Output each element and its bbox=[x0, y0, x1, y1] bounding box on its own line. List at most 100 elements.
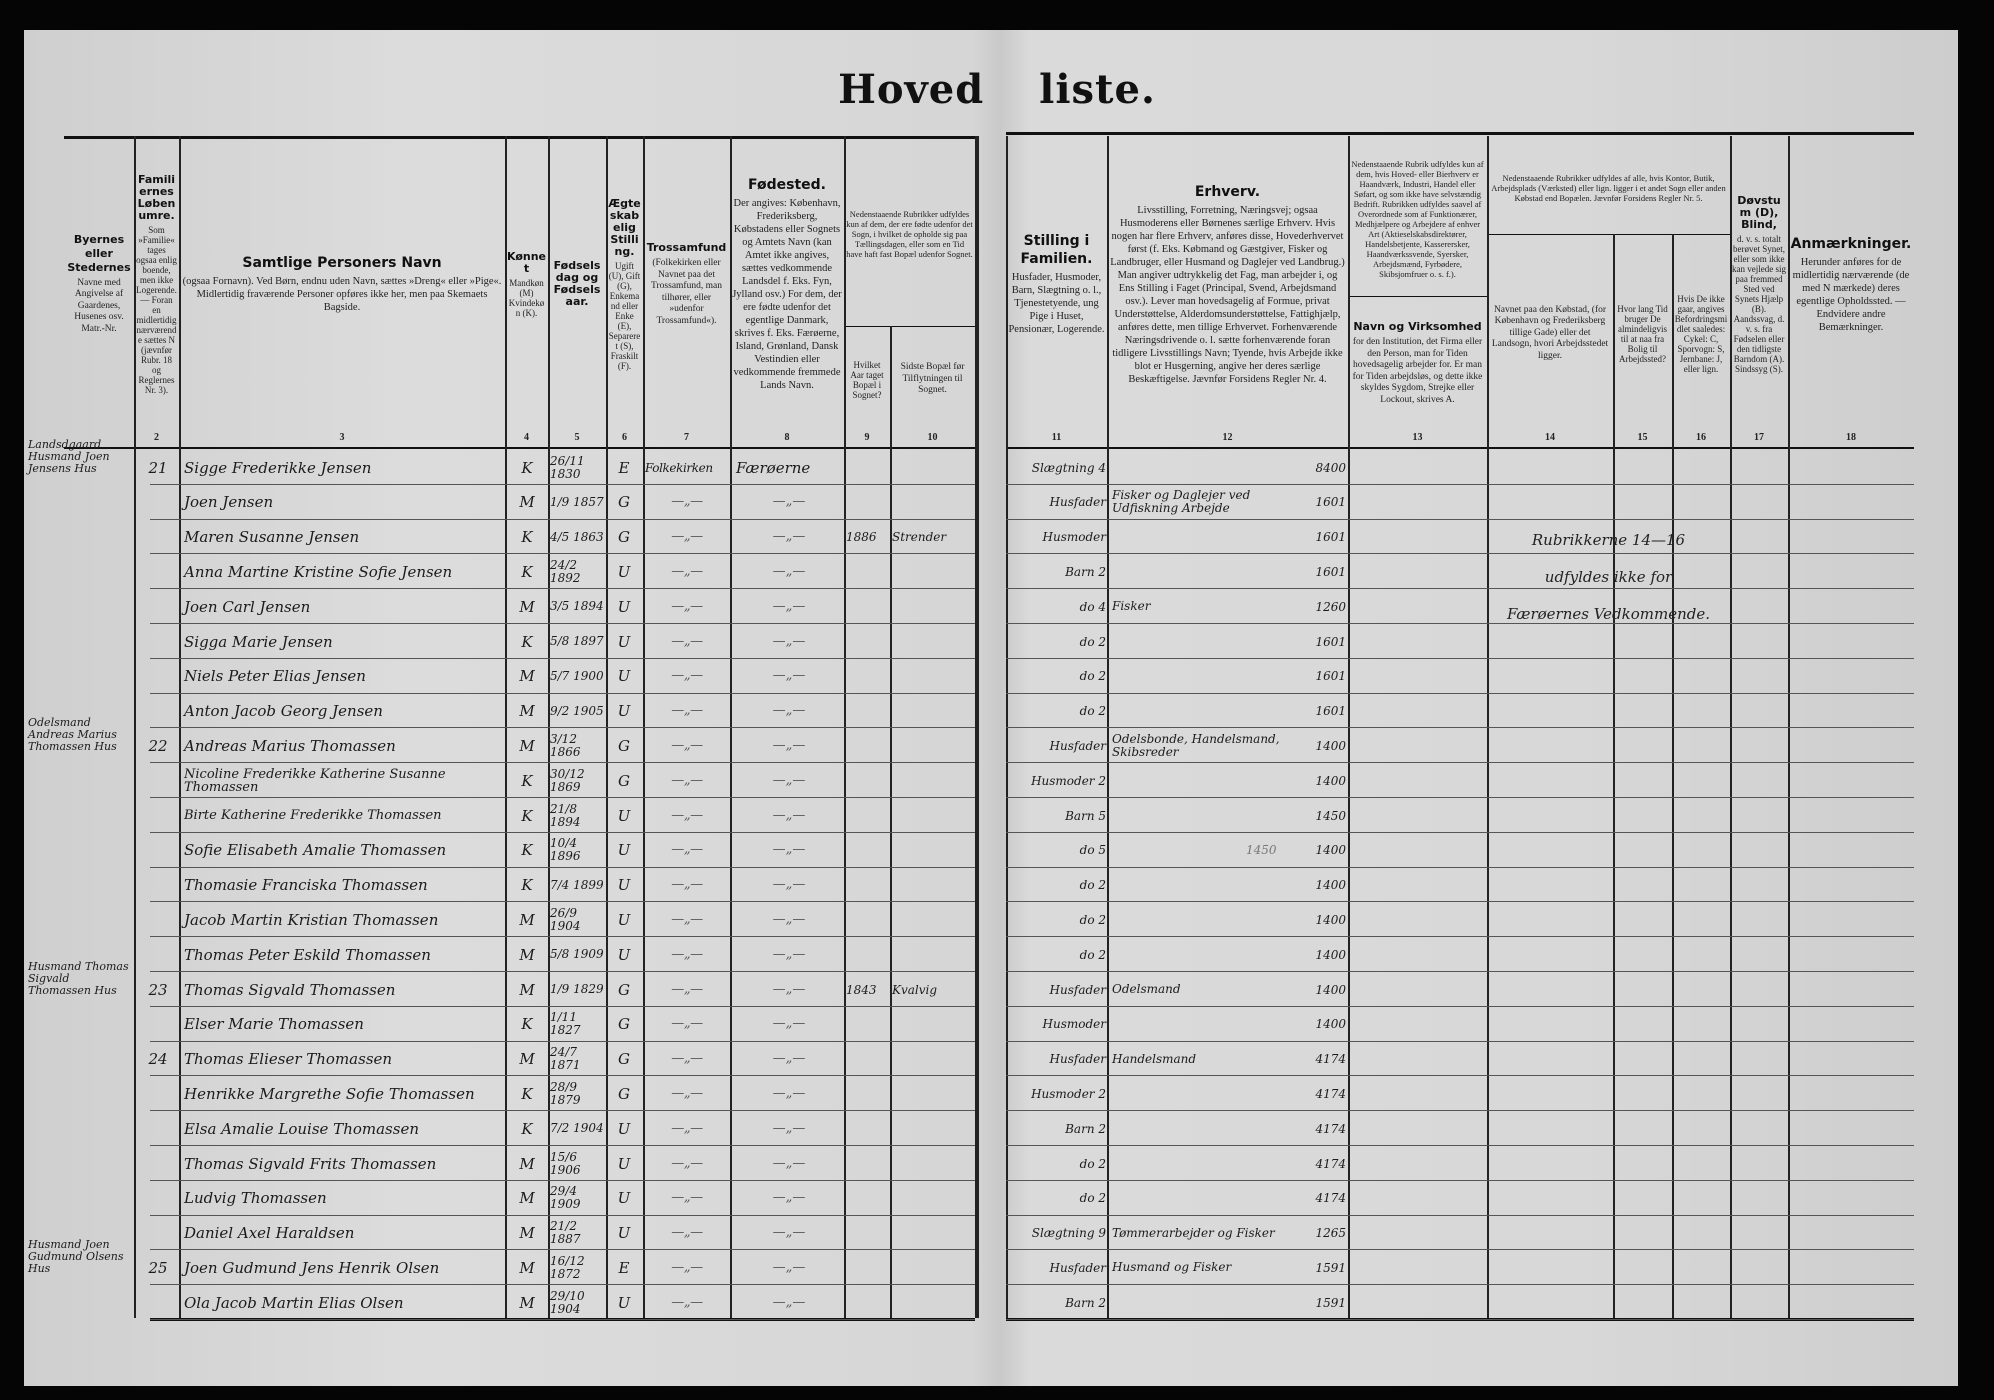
cell-born: 1/11 1827 bbox=[550, 1010, 581, 1038]
row-rule bbox=[1006, 727, 1914, 729]
table-row: Maren Susanne Jensen K 4/5 1863 G —„— —„— 1886… bbox=[0, 519, 1994, 554]
page-title: Hoved liste. bbox=[838, 66, 1156, 113]
row-rule bbox=[150, 866, 975, 868]
column-header-8: Fødested. Der angives: København, Frederi… bbox=[730, 142, 844, 426]
cell-code: 1400 bbox=[1315, 947, 1346, 962]
table-row: Daniel Axel Haraldsen M 21/2 1887 U —„— —„— Sl… bbox=[0, 1215, 1994, 1250]
column-number: 14 bbox=[1545, 432, 1555, 443]
cell-name: Ola Jacob Martin Elias Olsen bbox=[184, 1293, 404, 1312]
row-rule bbox=[150, 553, 975, 555]
cell-civil: U bbox=[617, 702, 631, 721]
column-group-header: Nedenstaaende Rubrik udfyldes kun af dem… bbox=[1348, 140, 1487, 295]
cell-code: 4174 bbox=[1315, 1191, 1346, 1206]
cell-civil: G bbox=[618, 771, 630, 790]
cell-erhverv bbox=[1112, 1078, 1280, 1109]
cell-stilling: Husmoder bbox=[1042, 1017, 1106, 1032]
cell-sex: M bbox=[519, 736, 535, 755]
cell-last bbox=[892, 730, 974, 761]
table-row: Ludvig Thomassen M 29/4 1909 U —„— —„— do 2 417… bbox=[0, 1180, 1994, 1215]
cell-year bbox=[846, 626, 890, 657]
cell-faith: —„— bbox=[671, 877, 703, 893]
column-header-text: (Folkekirken eller Navnet paa det Trossa… bbox=[651, 258, 722, 326]
table-row: Husmand Joen Gudmund Olsens Hus 25 Joen Gu… bbox=[0, 1239, 1994, 1284]
column-header-title: Anmærkninger. bbox=[1790, 235, 1912, 252]
cell-code: 8400 bbox=[1315, 460, 1346, 475]
cell-sex: K bbox=[521, 841, 533, 860]
column-number: 5 bbox=[574, 432, 580, 443]
column-divider bbox=[179, 136, 181, 1318]
cell-birthplace: —„— bbox=[772, 1120, 806, 1136]
cell-last bbox=[892, 661, 974, 692]
cell-born: 5/8 1897 bbox=[550, 634, 604, 648]
cell-fam: 22 bbox=[148, 736, 168, 755]
cell-stilling: do 2 bbox=[1079, 634, 1106, 649]
cell-faith: —„— bbox=[671, 1294, 703, 1310]
note-line: udfyldes ikke for bbox=[1544, 568, 1673, 586]
column-header-text: Navnet paa den Købstad, (for København o… bbox=[1491, 304, 1609, 361]
cell-birthplace: —„— bbox=[772, 1225, 806, 1241]
cell-stilling: do 2 bbox=[1079, 912, 1106, 927]
cell-stilling: Husfader bbox=[1049, 495, 1106, 510]
cell-year bbox=[846, 765, 890, 796]
cell-fam bbox=[138, 765, 178, 796]
cell-sex: M bbox=[519, 1258, 535, 1277]
row-rule bbox=[150, 762, 975, 764]
cell-last bbox=[892, 939, 974, 970]
column-header-12: Erhverv. Livsstilling, Forretning, Næring… bbox=[1107, 142, 1348, 426]
row-rule bbox=[1006, 797, 1914, 798]
cell-birthplace: —„— bbox=[772, 494, 806, 510]
column-divider bbox=[890, 326, 892, 1318]
cell-erhverv bbox=[1112, 452, 1280, 483]
cell-born: 7/4 1899 bbox=[550, 877, 604, 892]
row-rule bbox=[150, 971, 975, 972]
cell-fam bbox=[138, 1218, 178, 1249]
cell-erhverv bbox=[1112, 696, 1280, 727]
cell-sex: M bbox=[519, 597, 535, 616]
cell-last bbox=[892, 800, 974, 831]
column-header-text: Livsstilling, Forretning, Næringsvej; og… bbox=[1110, 204, 1345, 385]
cell-year bbox=[846, 591, 890, 622]
cell-sex: M bbox=[519, 1189, 535, 1208]
cell-year bbox=[846, 487, 890, 518]
row-rule bbox=[150, 1145, 975, 1146]
cell-year bbox=[846, 1078, 890, 1109]
cell-fam bbox=[138, 1078, 178, 1109]
cell-faith: —„— bbox=[671, 1085, 703, 1101]
cell-civil: G bbox=[618, 736, 630, 755]
cell-born: 24/2 1892 bbox=[550, 557, 581, 585]
row-rule bbox=[150, 692, 975, 694]
table-row: Thomas Sigvald Frits Thomassen M 15/6 1906… bbox=[0, 1145, 1994, 1180]
column-divider bbox=[1348, 136, 1350, 1318]
note-line: Færøernes Vedkommende. bbox=[1506, 605, 1711, 623]
cell-born: 9/2 1905 bbox=[550, 703, 604, 718]
cell-code: 1400 bbox=[1315, 912, 1346, 927]
cell-sex: K bbox=[521, 458, 533, 477]
cell-birthplace: —„— bbox=[772, 703, 806, 719]
cell-year bbox=[846, 556, 890, 587]
cell-fam bbox=[138, 1287, 178, 1318]
cell-born: 21/2 1887 bbox=[550, 1219, 581, 1247]
cell-civil: U bbox=[617, 1189, 631, 1208]
cell-sex: K bbox=[521, 876, 533, 895]
column-divider bbox=[1006, 136, 1008, 1318]
cell-birthplace: —„— bbox=[772, 877, 806, 893]
row-rule bbox=[1006, 971, 1914, 972]
cell-sex: K bbox=[521, 771, 533, 790]
cell-code: 1601 bbox=[1315, 669, 1346, 684]
cell-year bbox=[846, 1113, 890, 1144]
column-header-title: Fødested. bbox=[748, 177, 826, 193]
cell-code: 4174 bbox=[1315, 1086, 1346, 1101]
cell-erhverv bbox=[1112, 1113, 1280, 1144]
cell-name: Ludvig Thomassen bbox=[184, 1189, 327, 1208]
column-divider bbox=[1107, 136, 1109, 1318]
cell-name: Maren Susanne Jensen bbox=[184, 528, 360, 547]
row-rule bbox=[150, 657, 975, 659]
cell-born: 26/9 1904 bbox=[550, 905, 581, 933]
cell-sex: K bbox=[521, 632, 533, 651]
cell-last bbox=[892, 870, 974, 901]
cell-last bbox=[892, 904, 974, 935]
note-line: Rubrikkerne 14—16 bbox=[1531, 531, 1686, 549]
column-header-text: Der angives: København, Frederiksberg, K… bbox=[732, 198, 842, 391]
cell-last bbox=[892, 1218, 974, 1249]
cell-fam: 21 bbox=[148, 458, 168, 477]
